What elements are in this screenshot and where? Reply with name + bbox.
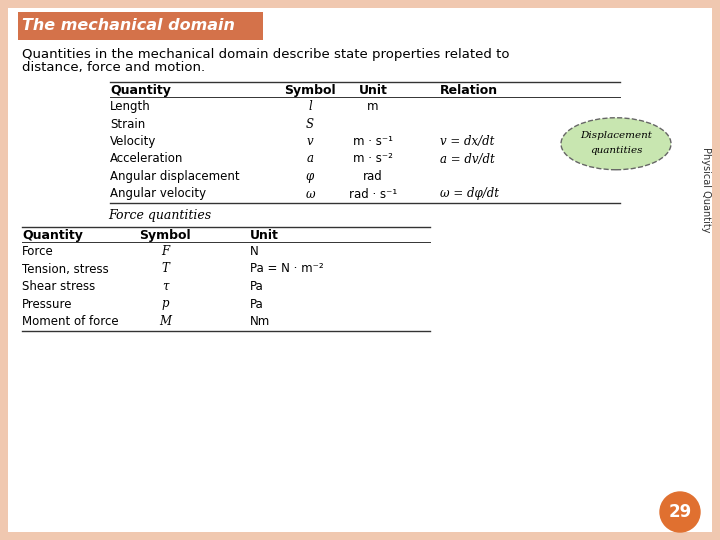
Text: Angular displacement: Angular displacement <box>110 170 240 183</box>
Text: quantities: quantities <box>590 146 642 156</box>
Text: m: m <box>367 100 379 113</box>
Text: Symbol: Symbol <box>139 229 191 242</box>
Text: Force: Force <box>22 245 54 258</box>
Text: rad: rad <box>363 170 383 183</box>
Text: Physical Quantity: Physical Quantity <box>701 147 711 233</box>
Text: T: T <box>161 262 169 275</box>
Text: φ: φ <box>306 170 314 183</box>
Text: Displacement: Displacement <box>580 131 652 140</box>
Text: p: p <box>161 298 168 310</box>
Text: Angular velocity: Angular velocity <box>110 187 206 200</box>
Text: distance, force and motion.: distance, force and motion. <box>22 61 205 74</box>
Text: τ: τ <box>162 280 168 293</box>
Text: S: S <box>306 118 314 131</box>
Text: Unit: Unit <box>359 84 387 97</box>
Text: v = dx/dt: v = dx/dt <box>440 135 495 148</box>
Text: Pa: Pa <box>250 280 264 293</box>
Text: F: F <box>161 245 169 258</box>
Text: The mechanical domain: The mechanical domain <box>22 18 235 33</box>
Text: ω: ω <box>305 187 315 200</box>
Text: Tension, stress: Tension, stress <box>22 262 109 275</box>
FancyBboxPatch shape <box>8 8 712 532</box>
Text: Quantity: Quantity <box>22 229 83 242</box>
Text: Shear stress: Shear stress <box>22 280 95 293</box>
Text: Pressure: Pressure <box>22 298 73 310</box>
Text: l: l <box>308 100 312 113</box>
Text: m · s⁻²: m · s⁻² <box>353 152 393 165</box>
Text: rad · s⁻¹: rad · s⁻¹ <box>349 187 397 200</box>
Text: N: N <box>250 245 258 258</box>
Text: 29: 29 <box>668 503 692 521</box>
Text: Relation: Relation <box>440 84 498 97</box>
Text: Pa = N · m⁻²: Pa = N · m⁻² <box>250 262 323 275</box>
Text: Nm: Nm <box>250 315 270 328</box>
Text: Pa: Pa <box>250 298 264 310</box>
Text: Symbol: Symbol <box>284 84 336 97</box>
Text: Unit: Unit <box>250 229 279 242</box>
Ellipse shape <box>561 118 671 170</box>
Text: Moment of force: Moment of force <box>22 315 119 328</box>
Text: Length: Length <box>110 100 150 113</box>
Text: a = dv/dt: a = dv/dt <box>440 152 495 165</box>
FancyBboxPatch shape <box>18 12 263 40</box>
Text: ω = dφ/dt: ω = dφ/dt <box>440 187 499 200</box>
Circle shape <box>660 492 700 532</box>
Text: v: v <box>307 135 313 148</box>
Text: Strain: Strain <box>110 118 145 131</box>
Text: a: a <box>307 152 313 165</box>
Text: M: M <box>159 315 171 328</box>
Text: Quantities in the mechanical domain describe state properties related to: Quantities in the mechanical domain desc… <box>22 48 510 61</box>
Text: Acceleration: Acceleration <box>110 152 184 165</box>
Text: Quantity: Quantity <box>110 84 171 97</box>
Text: Velocity: Velocity <box>110 135 156 148</box>
Text: m · s⁻¹: m · s⁻¹ <box>353 135 393 148</box>
Text: Force quantities: Force quantities <box>109 209 212 222</box>
